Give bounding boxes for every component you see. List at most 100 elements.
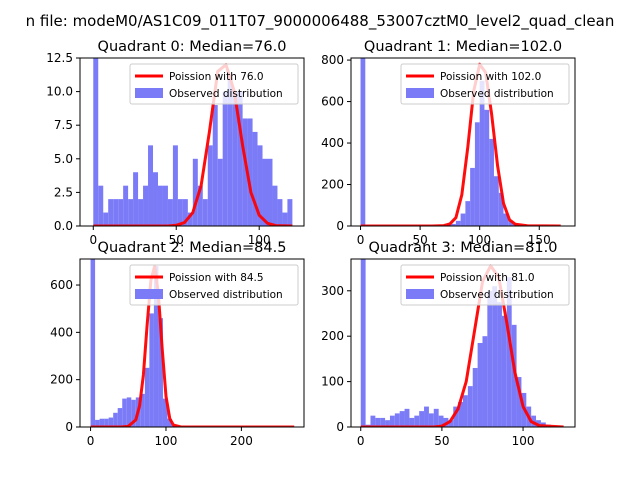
- histogram-bar: [511, 324, 517, 427]
- legend-box: [400, 63, 570, 105]
- legend-curve-label: Poission with 84.5: [169, 272, 264, 284]
- subplot-quadrant-1: 0 50 100 150 0 200 400 600 800 Poission with 102.…: [321, 39, 576, 247]
- histogram-bar: [282, 212, 288, 226]
- histogram-bar: [458, 402, 463, 427]
- x-tick-label: 150: [528, 233, 551, 247]
- histogram-bar: [493, 176, 499, 226]
- histogram-bar: [394, 413, 400, 427]
- y-tick-label: 0: [336, 219, 344, 233]
- y-tick-label: 12.5: [46, 51, 73, 65]
- x-tick-label: 0: [357, 233, 365, 247]
- legend-curve-label: Poission with 81.0: [440, 272, 535, 284]
- y-tick-label: 200: [50, 373, 73, 387]
- subplot-title: Quadrant 0: Median=76.0: [98, 39, 287, 55]
- histogram-bar: [497, 302, 502, 427]
- subplot-quadrant-0: 0 50 100 0.0 2.5 5.0 7.5 10.0 12.5 Poission with …: [46, 39, 305, 247]
- histogram-bar: [167, 199, 173, 226]
- legend-curve-label: Poission with 102.0: [440, 71, 541, 83]
- histogram-bar: [108, 199, 114, 226]
- histogram-bar: [463, 395, 468, 427]
- histogram-bar: [385, 420, 390, 427]
- x-tick-label: 100: [248, 233, 271, 247]
- histogram-bar: [479, 80, 485, 226]
- histogram-bar: [123, 185, 129, 226]
- histogram-bar: [182, 199, 188, 226]
- y-tick-label: 100: [321, 375, 344, 389]
- histogram-bar: [90, 259, 96, 427]
- histogram-bar: [516, 377, 522, 427]
- axes-frame: [79, 57, 305, 227]
- histogram-bar: [202, 199, 208, 226]
- histogram-bar: [272, 185, 278, 226]
- histogram-bar: [409, 417, 415, 427]
- histogram-bar: [389, 415, 395, 427]
- x-tick-label: 100: [468, 233, 491, 247]
- histogram-bar: [144, 367, 150, 427]
- histogram-bar: [93, 58, 99, 226]
- histogram-bar: [117, 408, 123, 427]
- histogram-bar: [508, 220, 514, 226]
- histogram-bar: [143, 185, 149, 226]
- histogram-bar: [287, 199, 293, 226]
- y-tick-label: 400: [50, 325, 73, 339]
- histogram-bar: [197, 185, 203, 226]
- histogram-bar: [140, 393, 145, 427]
- legend-bar-label: Observed distribution: [169, 289, 283, 301]
- plot-area: [360, 259, 566, 427]
- figure-suptitle: n file: modeM0/AS1C09_011T07_9000006488_…: [26, 12, 615, 31]
- histogram-bar: [262, 158, 268, 226]
- axes-frame: [350, 57, 576, 227]
- histogram-bar: [131, 399, 136, 427]
- histogram-bar: [503, 213, 509, 226]
- histogram-bar: [104, 418, 109, 427]
- y-tick-label: 7.5: [54, 118, 73, 132]
- histogram-bar: [148, 145, 154, 226]
- histogram-bar: [472, 367, 478, 427]
- histogram-bar: [237, 91, 243, 226]
- histogram-bar: [438, 415, 444, 427]
- histogram-bar: [217, 158, 223, 226]
- y-tick-label: 300: [321, 284, 344, 298]
- histogram-bar: [103, 212, 109, 226]
- histogram-bar: [414, 415, 420, 427]
- histogram-bar: [149, 313, 154, 427]
- histogram-bar: [277, 199, 283, 226]
- x-tick-label: 50: [434, 434, 449, 448]
- histogram-bar: [433, 408, 439, 427]
- axes-frame: [350, 258, 576, 428]
- histogram-bar: [498, 192, 504, 226]
- histogram-bar: [227, 78, 233, 226]
- histogram-bar: [424, 406, 429, 427]
- subplot-quadrant-3: 0 50 100 0 100 200 300 Poission with 81.0 Observ…: [321, 240, 576, 448]
- legend-bar-swatch: [135, 88, 163, 98]
- histogram-bar: [153, 266, 159, 427]
- legend-bar-swatch: [406, 289, 434, 299]
- histogram-bar: [370, 415, 376, 427]
- histogram-bar: [380, 417, 386, 427]
- axes-frame: [79, 258, 305, 428]
- legend-bar-label: Observed distribution: [440, 289, 554, 301]
- histogram-bar: [501, 315, 507, 427]
- histogram-bar: [460, 213, 466, 226]
- subplot-quadrant-2: 0 100 200 0 200 400 600 Poission with 84.5 Obser…: [50, 240, 305, 448]
- x-tick-label: 0: [357, 434, 365, 448]
- y-tick-label: 800: [321, 53, 344, 67]
- histogram-bar: [113, 412, 118, 427]
- histogram-bar: [267, 158, 273, 226]
- legend: Poission with 84.5 Observed distribution: [129, 264, 299, 306]
- x-tick-label: 100: [512, 434, 535, 448]
- y-tick-label: 0: [336, 420, 344, 434]
- histogram-bar: [467, 386, 473, 427]
- histogram-bar: [172, 145, 178, 226]
- histogram-bar: [477, 343, 483, 427]
- histogram-bar: [455, 220, 461, 226]
- histogram-bar: [451, 223, 456, 226]
- histogram-bar: [153, 172, 158, 226]
- histogram-bar: [126, 397, 132, 427]
- histogram-bar: [399, 411, 405, 427]
- histogram-bar: [419, 411, 425, 427]
- histogram-bar: [470, 167, 475, 226]
- histogram-bar: [128, 199, 134, 226]
- histogram-bar: [222, 91, 228, 226]
- legend: Poission with 81.0 Observed distribution: [400, 264, 570, 306]
